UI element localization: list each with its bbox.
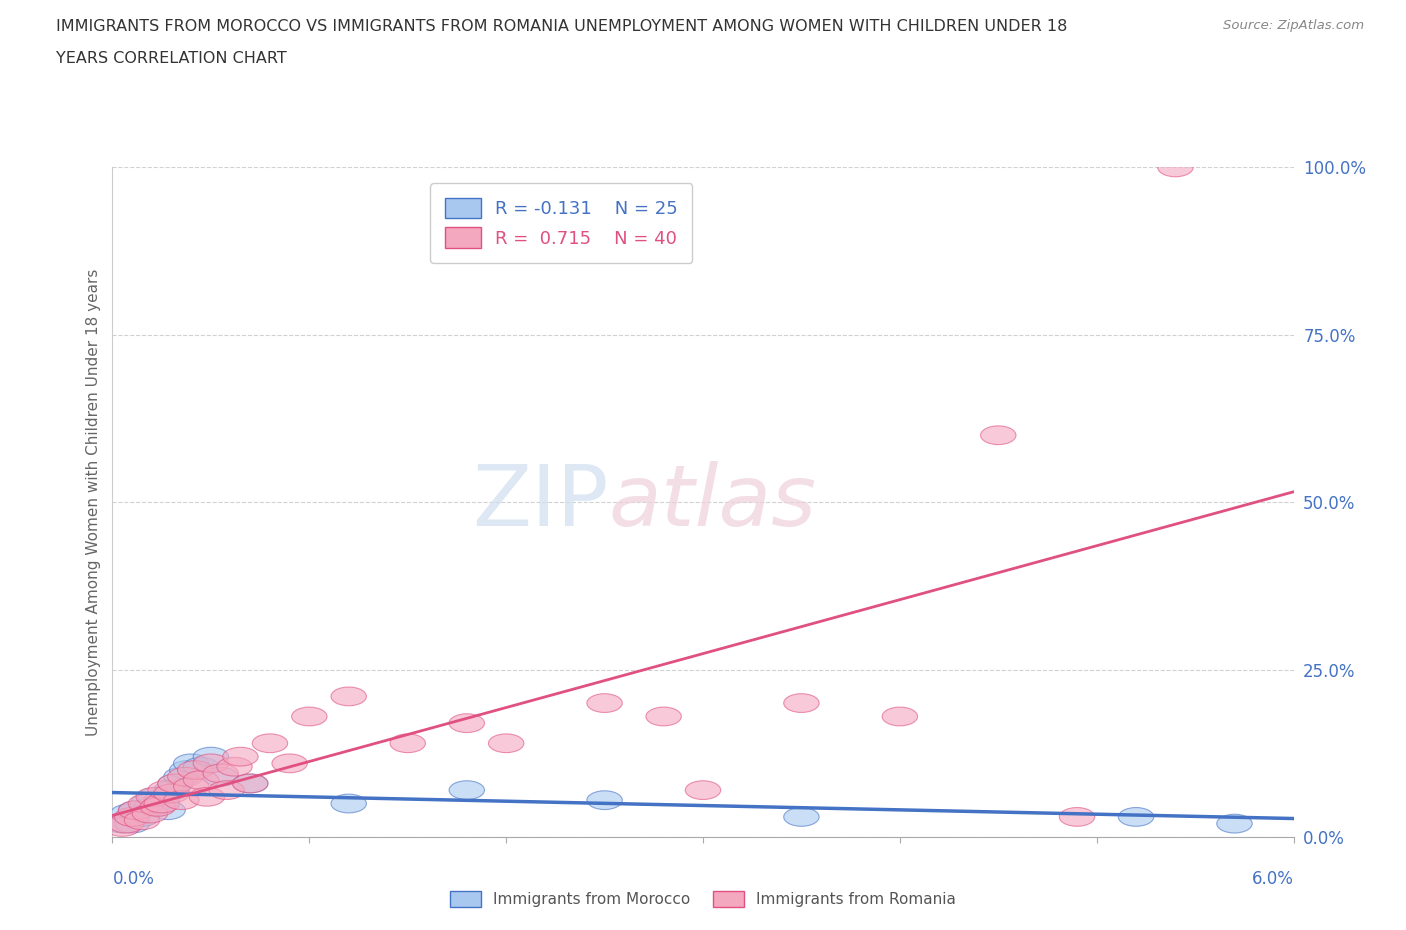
Ellipse shape [1059, 807, 1095, 826]
Ellipse shape [143, 790, 180, 809]
Ellipse shape [1118, 807, 1154, 826]
Ellipse shape [783, 694, 820, 712]
Ellipse shape [163, 767, 200, 786]
Ellipse shape [132, 804, 167, 823]
Ellipse shape [104, 817, 141, 836]
Ellipse shape [449, 714, 485, 733]
Ellipse shape [114, 807, 150, 826]
Legend: Immigrants from Morocco, Immigrants from Romania: Immigrants from Morocco, Immigrants from… [444, 884, 962, 913]
Ellipse shape [190, 788, 225, 806]
Text: 0.0%: 0.0% [112, 870, 155, 887]
Ellipse shape [143, 794, 180, 813]
Ellipse shape [141, 798, 176, 817]
Text: 6.0%: 6.0% [1251, 870, 1294, 887]
Ellipse shape [882, 707, 918, 725]
Ellipse shape [202, 767, 239, 786]
Ellipse shape [138, 788, 173, 806]
Ellipse shape [104, 815, 141, 833]
Ellipse shape [157, 774, 193, 792]
Ellipse shape [232, 774, 269, 792]
Ellipse shape [1216, 815, 1253, 833]
Ellipse shape [170, 761, 205, 779]
Ellipse shape [111, 804, 146, 823]
Ellipse shape [291, 707, 328, 725]
Ellipse shape [193, 754, 229, 773]
Ellipse shape [167, 767, 202, 786]
Text: YEARS CORRELATION CHART: YEARS CORRELATION CHART [56, 51, 287, 66]
Ellipse shape [173, 754, 209, 773]
Ellipse shape [173, 777, 209, 796]
Ellipse shape [252, 734, 288, 752]
Ellipse shape [148, 781, 183, 800]
Legend: R = -0.131    N = 25, R =  0.715    N = 40: R = -0.131 N = 25, R = 0.715 N = 40 [430, 183, 692, 263]
Text: Source: ZipAtlas.com: Source: ZipAtlas.com [1223, 19, 1364, 32]
Ellipse shape [980, 426, 1017, 445]
Ellipse shape [586, 790, 623, 809]
Ellipse shape [217, 757, 252, 776]
Ellipse shape [118, 801, 153, 819]
Ellipse shape [183, 771, 219, 790]
Ellipse shape [271, 754, 308, 773]
Ellipse shape [330, 794, 367, 813]
Ellipse shape [128, 794, 163, 813]
Ellipse shape [153, 784, 190, 803]
Ellipse shape [586, 694, 623, 712]
Ellipse shape [232, 774, 269, 792]
Ellipse shape [389, 734, 426, 752]
Ellipse shape [163, 790, 200, 809]
Y-axis label: Unemployment Among Women with Children Under 18 years: Unemployment Among Women with Children U… [86, 269, 101, 736]
Ellipse shape [449, 781, 485, 800]
Text: IMMIGRANTS FROM MOROCCO VS IMMIGRANTS FROM ROMANIA UNEMPLOYMENT AMONG WOMEN WITH: IMMIGRANTS FROM MOROCCO VS IMMIGRANTS FR… [56, 19, 1067, 33]
Ellipse shape [488, 734, 524, 752]
Ellipse shape [134, 798, 170, 817]
Ellipse shape [136, 788, 172, 806]
Ellipse shape [150, 801, 186, 819]
Ellipse shape [783, 807, 820, 826]
Text: ZIP: ZIP [472, 460, 609, 544]
Ellipse shape [202, 764, 239, 783]
Ellipse shape [124, 811, 160, 830]
Ellipse shape [124, 807, 160, 826]
Ellipse shape [153, 781, 190, 800]
Ellipse shape [222, 748, 259, 766]
Ellipse shape [183, 757, 219, 776]
Ellipse shape [108, 815, 143, 833]
Ellipse shape [118, 801, 153, 819]
Ellipse shape [685, 781, 721, 800]
Ellipse shape [114, 815, 150, 833]
Text: atlas: atlas [609, 460, 817, 544]
Ellipse shape [209, 781, 245, 800]
Ellipse shape [1157, 158, 1194, 177]
Ellipse shape [131, 794, 166, 813]
Ellipse shape [330, 687, 367, 706]
Ellipse shape [177, 761, 212, 779]
Ellipse shape [157, 774, 193, 792]
Ellipse shape [193, 748, 229, 766]
Ellipse shape [645, 707, 682, 725]
